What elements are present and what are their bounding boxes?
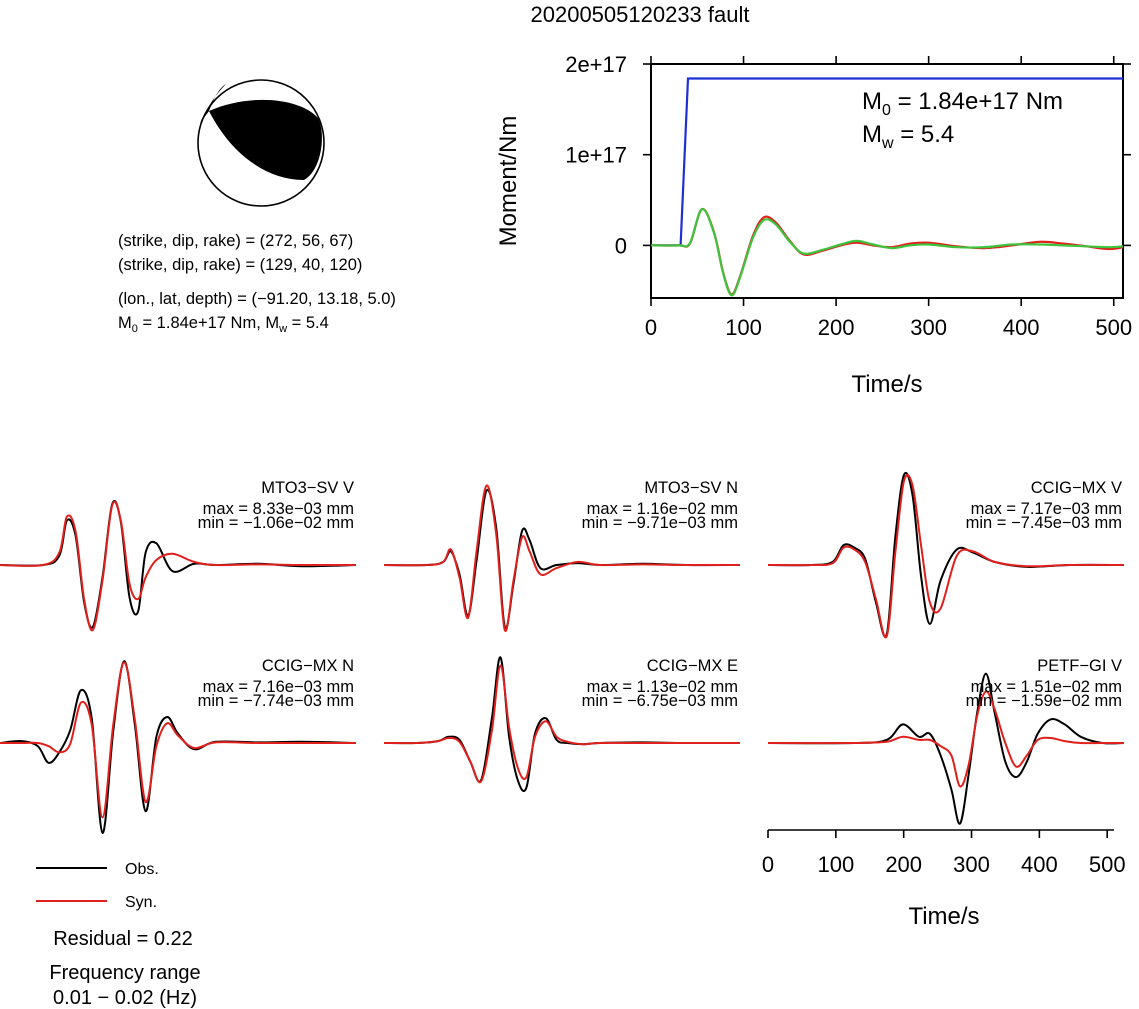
nodal-plane-1: (strike, dip, rake) = (272, 56, 67) xyxy=(118,232,353,250)
moment-chart: 0 100 200 300 400 500 0 1e+17 2e+17 Time/s Mome… xyxy=(495,52,1132,398)
figure-title: 20200505120233 fault xyxy=(531,2,750,27)
moment-x-tick-label: 300 xyxy=(910,315,947,340)
max-amplitude: max = 1.13e−02 mm xyxy=(587,678,738,696)
waveform-x-tick-label: 100 xyxy=(817,852,854,877)
beachball-compressional-sliver xyxy=(200,84,226,123)
max-amplitude: max = 8.33e−03 mm xyxy=(203,500,354,518)
station-label: MTO3−SV N xyxy=(644,479,738,497)
moment-x-tick-label: 500 xyxy=(1095,315,1132,340)
legend: Obs. Syn. xyxy=(36,861,159,911)
min-amplitude: min = −6.75e−03 mm xyxy=(582,692,738,710)
moment-y-tick-label: 0 xyxy=(615,233,627,258)
moment-x-axis: 0 100 200 300 400 500 xyxy=(645,56,1132,340)
nodal-plane-2: (strike, dip, rake) = (129, 40, 120) xyxy=(118,256,362,274)
max-amplitude: max = 1.16e−02 mm xyxy=(587,500,738,518)
residual-text: Residual = 0.22 xyxy=(53,928,193,950)
max-amplitude: max = 7.17e−03 mm xyxy=(971,500,1122,518)
station-label: CCIG−MX E xyxy=(647,657,738,675)
moment-plot-frame xyxy=(650,63,1124,299)
waveform-x-label: Time/s xyxy=(908,903,979,930)
mechanism-info: (strike, dip, rake) = (272, 56, 67) (str… xyxy=(118,232,396,335)
waveform-x-tick-label: 0 xyxy=(762,852,774,877)
min-amplitude: min = −1.59e−02 mm xyxy=(966,692,1122,710)
moment-x-label: Time/s xyxy=(851,371,922,398)
beachball-compressional-quadrant xyxy=(209,99,322,180)
synthetic-trace xyxy=(767,690,1124,788)
legend-obs-label: Obs. xyxy=(125,861,159,878)
moment-y-axis: 0 1e+17 2e+17 xyxy=(565,52,1131,258)
synthetic-trace xyxy=(767,473,1125,639)
observed-trace xyxy=(767,471,1125,638)
observed-trace xyxy=(767,672,1125,825)
moment-x-tick-label: 400 xyxy=(1003,315,1040,340)
max-amplitude: max = 7.16e−03 mm xyxy=(203,678,354,696)
moment-annotation-m0: M0 = 1.84e+17 Nm xyxy=(862,88,1063,119)
legend-syn-label: Syn. xyxy=(125,894,157,911)
waveform-time-axis: 0 100 200 300 400 500 Time/s xyxy=(762,829,1126,930)
station-label: MTO3−SV V xyxy=(261,479,354,497)
moment-annotation-mw: Mw = 5.4 xyxy=(862,121,954,152)
max-amplitude: max = 1.51e−02 mm xyxy=(971,678,1122,696)
beachball xyxy=(197,79,325,207)
min-amplitude: min = −7.74e−03 mm xyxy=(198,692,354,710)
waveform-x-tick-label: 500 xyxy=(1089,852,1126,877)
moment-series-line xyxy=(650,207,1124,296)
moment-x-tick-label: 200 xyxy=(818,315,855,340)
synthetic-trace xyxy=(383,664,740,784)
waveform-x-tick-label: 300 xyxy=(953,852,990,877)
moment-series-group xyxy=(650,77,1124,297)
min-amplitude: min = −9.71e−03 mm xyxy=(582,514,738,532)
min-amplitude: min = −1.06e−02 mm xyxy=(198,514,354,532)
frequency-range-value: 0.01 − 0.02 (Hz) xyxy=(53,987,197,1009)
station-label: CCIG−MX N xyxy=(262,657,354,675)
station-label: PETF−GI V xyxy=(1037,657,1122,675)
synthetic-trace xyxy=(0,661,356,819)
station-label: CCIG−MX V xyxy=(1031,479,1122,497)
moment-y-tick-label: 1e+17 xyxy=(565,143,627,168)
moment-y-tick-label: 2e+17 xyxy=(565,52,627,77)
synthetic-trace xyxy=(0,500,357,632)
frequency-range-title: Frequency range xyxy=(49,962,200,984)
moment-x-tick-label: 100 xyxy=(725,315,762,340)
min-amplitude: min = −7.45e−03 mm xyxy=(966,514,1122,532)
moment-y-label: Moment/Nm xyxy=(495,116,522,247)
moment-magnitude-line: M0 = 1.84e+17 Nm, Mw = 5.4 xyxy=(118,314,329,335)
location-depth: (lon., lat, depth) = (−91.20, 13.18, 5.0… xyxy=(118,290,396,308)
moment-x-tick-label: 0 xyxy=(645,315,657,340)
moment-series-line xyxy=(650,207,1124,297)
synthetic-trace xyxy=(383,484,741,632)
waveform-x-tick-label: 400 xyxy=(1021,852,1058,877)
waveform-x-tick-label: 200 xyxy=(885,852,922,877)
